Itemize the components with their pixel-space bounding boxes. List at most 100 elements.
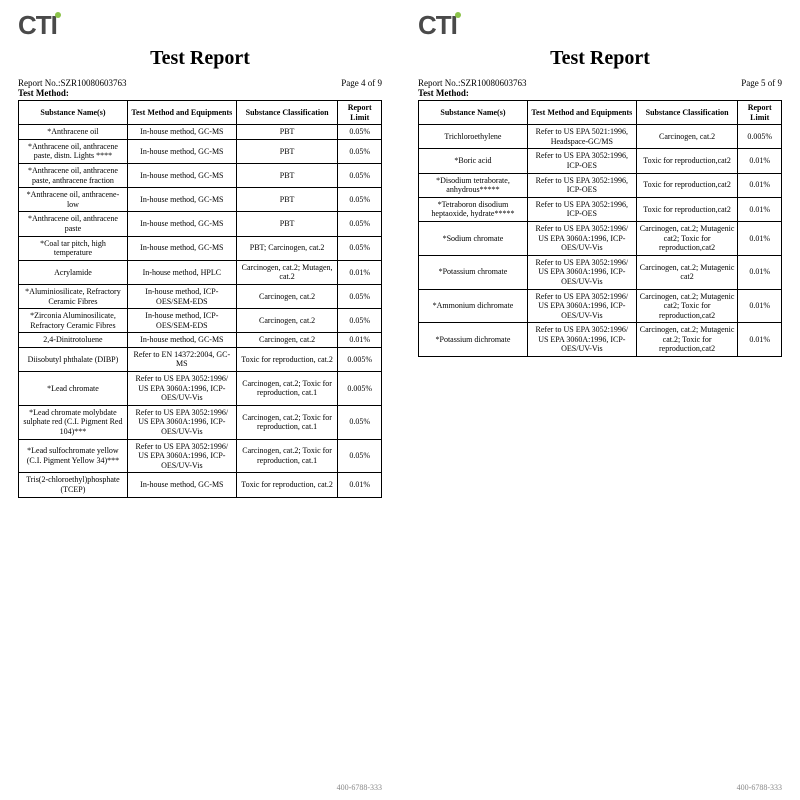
table-cell: *Disodium tetraborate, anhydrous***** (419, 173, 528, 197)
table-cell: In-house method, GC-MS (127, 163, 236, 187)
table-cell: In-house method, GC-MS (127, 212, 236, 236)
table-cell: 0.01% (338, 333, 382, 348)
table-row: *Sodium chromateRefer to US EPA 3052:199… (419, 221, 782, 255)
logo-dot-icon (455, 12, 461, 18)
table-cell: Carcinogen, cat.2; Mutagenic cat.2; Toxi… (636, 323, 738, 357)
table-cell: 0.05% (338, 188, 382, 212)
table-row: *Anthracene oil, anthracene pasteIn-hous… (19, 212, 382, 236)
table-cell: *Potassium chromate (419, 255, 528, 289)
table-cell: 0.01% (738, 323, 782, 357)
header-limit: Report Limit (738, 101, 782, 125)
table-cell: Carcinogen, cat.2 (236, 333, 338, 348)
report-meta: Report No.:SZR10080603763 Page 5 of 9 (418, 78, 782, 88)
table-cell: 0.05% (338, 125, 382, 140)
table-cell: Carcinogen, cat.2; Mutagenic cat2; Toxic… (636, 221, 738, 255)
table-cell: 0.01% (738, 289, 782, 323)
table-cell: In-house method, ICP-OES/SEM-EDS (127, 309, 236, 333)
table-cell: *Anthracene oil, anthracene paste (19, 212, 128, 236)
table-cell: *Anthracene oil, anthracene paste, anthr… (19, 163, 128, 187)
table-cell: 0.05% (338, 284, 382, 308)
section-heading: Test Method: (18, 88, 382, 98)
table-cell: Refer to US EPA 3052:1996/ US EPA 3060A:… (127, 405, 236, 439)
table-cell: Refer to US EPA 3052:1996/ US EPA 3060A:… (527, 323, 636, 357)
table-cell: Refer to EN 14372:2004, GC-MS (127, 347, 236, 371)
table-cell: 0.05% (338, 439, 382, 473)
table-cell: 0.01% (738, 197, 782, 221)
substance-table: Substance Name(s) Test Method and Equipm… (418, 100, 782, 357)
table-row: *Potassium chromateRefer to US EPA 3052:… (419, 255, 782, 289)
table-cell: Refer to US EPA 3052:1996, ICP-OES (527, 197, 636, 221)
table-cell: 0.01% (738, 221, 782, 255)
table-cell: 0.05% (338, 163, 382, 187)
table-cell: Carcinogen, cat.2; Toxic for reproductio… (236, 405, 338, 439)
table-cell: PBT (236, 212, 338, 236)
table-cell: Carcinogen, cat.2 (236, 309, 338, 333)
table-cell: 0.05% (338, 405, 382, 439)
table-cell: 0.05% (338, 139, 382, 163)
table-cell: 2,4-Dinitrotoluene (19, 333, 128, 348)
table-cell: Refer to US EPA 3052:1996, ICP-OES (527, 149, 636, 173)
table-cell: 0.05% (338, 212, 382, 236)
table-cell: *Anthracene oil, anthracene paste, distn… (19, 139, 128, 163)
table-cell: *Anthracene oil (19, 125, 128, 140)
table-row: 2,4-DinitrotolueneIn-house method, GC-MS… (19, 333, 382, 348)
table-cell: 0.01% (338, 260, 382, 284)
table-row: *Boric acidRefer to US EPA 3052:1996, IC… (419, 149, 782, 173)
header-method: Test Method and Equipments (527, 101, 636, 125)
logo: CTI (418, 10, 782, 41)
table-row: Tris(2-chloroethyl)phosphate (TCEP)In-ho… (19, 473, 382, 497)
table-cell: *Coal tar pitch, high temperature (19, 236, 128, 260)
table-cell: *Tetraboron disodium heptaoxide, hydrate… (419, 197, 528, 221)
table-cell: Toxic for reproduction,cat2 (636, 173, 738, 197)
table-cell: 0.01% (738, 173, 782, 197)
table-cell: *Lead chromate molybdate sulphate red (C… (19, 405, 128, 439)
table-cell: 0.005% (738, 125, 782, 149)
table-cell: 0.01% (738, 149, 782, 173)
table-cell: Acrylamide (19, 260, 128, 284)
page-footer: 400-6788-333 (18, 783, 382, 792)
table-cell: 0.05% (338, 309, 382, 333)
table-row: *Anthracene oil, anthracene paste, anthr… (19, 163, 382, 187)
table-cell: In-house method, GC-MS (127, 125, 236, 140)
table-row: *Aluminiosilicate, Refractory Ceramic Fi… (19, 284, 382, 308)
table-cell: 0.005% (338, 347, 382, 371)
table-cell: Toxic for reproduction,cat2 (636, 197, 738, 221)
logo: CTI (18, 10, 382, 41)
table-row: Diisobutyl phthalate (DIBP)Refer to EN 1… (19, 347, 382, 371)
section-heading: Test Method: (418, 88, 782, 98)
table-row: *Anthracene oil, anthracene-lowIn-house … (19, 188, 382, 212)
page-number: Page 5 of 9 (741, 78, 782, 88)
table-cell: Carcinogen, cat.2; Toxic for reproductio… (236, 372, 338, 406)
table-cell: In-house method, GC-MS (127, 188, 236, 212)
logo-text: CTI (418, 10, 457, 40)
table-cell: Refer to US EPA 3052:1996/ US EPA 3060A:… (527, 255, 636, 289)
table-row: *Disodium tetraborate, anhydrous*****Ref… (419, 173, 782, 197)
page-title: Test Report (18, 47, 382, 70)
table-cell: *Zirconia Aluminosilicate, Refractory Ce… (19, 309, 128, 333)
table-cell: *Potassium dichromate (419, 323, 528, 357)
table-cell: Refer to US EPA 3052:1996/ US EPA 3060A:… (527, 221, 636, 255)
page-footer: 400-6788-333 (418, 783, 782, 792)
table-cell: Toxic for reproduction,cat2 (636, 149, 738, 173)
table-cell: *Sodium chromate (419, 221, 528, 255)
table-cell: Carcinogen, cat.2; Mutagen, cat.2 (236, 260, 338, 284)
table-cell: 0.05% (338, 236, 382, 260)
report-number: Report No.:SZR10080603763 (418, 78, 527, 88)
table-cell: Carcinogen, cat.2; Mutagenic cat2; Toxic… (636, 289, 738, 323)
substance-table: Substance Name(s) Test Method and Equipm… (18, 100, 382, 498)
table-cell: PBT (236, 125, 338, 140)
footer-phone: 400-6788-333 (337, 783, 382, 792)
page-number: Page 4 of 9 (341, 78, 382, 88)
table-row: *Coal tar pitch, high temperatureIn-hous… (19, 236, 382, 260)
report-meta: Report No.:SZR10080603763 Page 4 of 9 (18, 78, 382, 88)
table-cell: Refer to US EPA 3052:1996/ US EPA 3060A:… (527, 289, 636, 323)
table-cell: 0.005% (338, 372, 382, 406)
table-row: AcrylamideIn-house method, HPLCCarcinoge… (19, 260, 382, 284)
table-cell: In-house method, GC-MS (127, 236, 236, 260)
table-row: *Tetraboron disodium heptaoxide, hydrate… (419, 197, 782, 221)
table-cell: PBT; Carcinogen, cat.2 (236, 236, 338, 260)
table-cell: PBT (236, 139, 338, 163)
table-cell: Carcinogen, cat.2; Mutagenic cat2 (636, 255, 738, 289)
header-substance: Substance Name(s) (419, 101, 528, 125)
table-cell: *Ammonium dichromate (419, 289, 528, 323)
